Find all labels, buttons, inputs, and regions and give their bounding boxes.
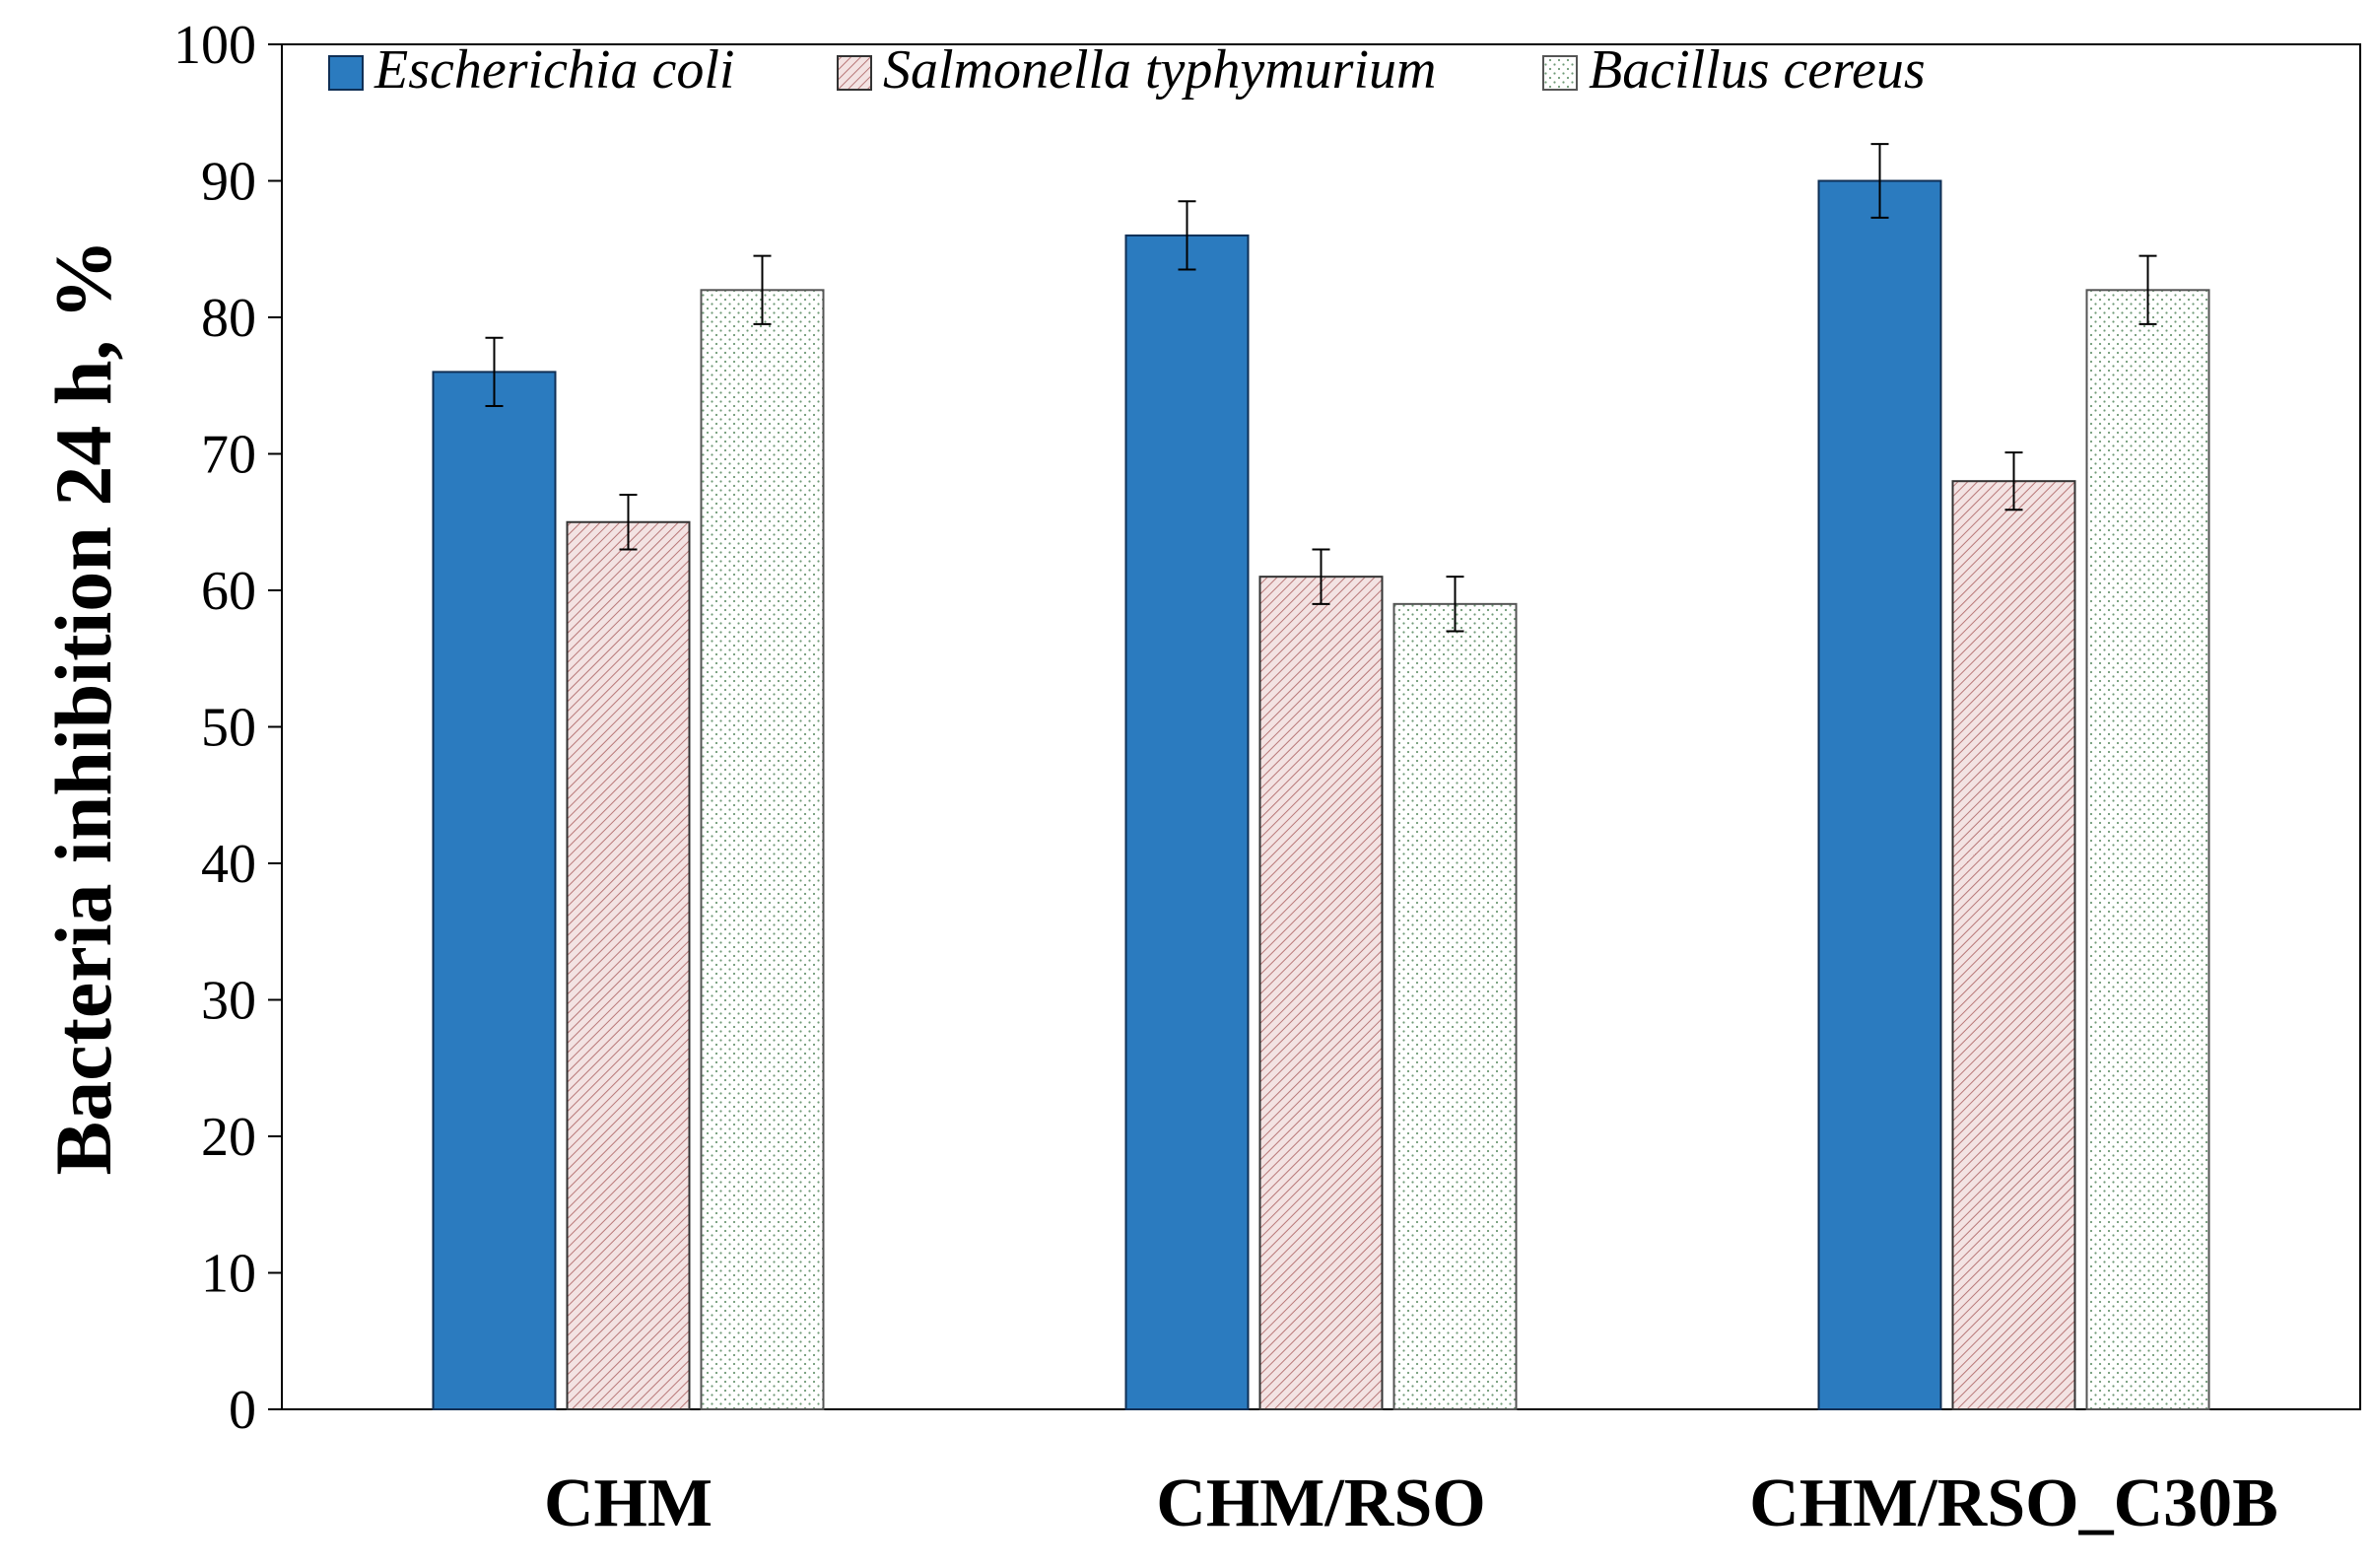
- legend-swatch-1: [328, 55, 364, 91]
- y-tick-label: 0: [229, 1380, 256, 1441]
- y-tick-label: 20: [201, 1107, 256, 1168]
- legend-label-2: Salmonella typhymurium: [883, 39, 1436, 101]
- bar-1-2: [1124, 234, 1250, 1410]
- y-axis-title: Bacteria inhibition 24 h, %: [38, 239, 128, 1176]
- bar-1-3: [1817, 179, 1942, 1410]
- bar-3-2: [1392, 602, 1518, 1410]
- legend-label-1: Escherichia coli: [373, 39, 734, 101]
- y-tick-label: 90: [201, 152, 256, 213]
- bar-2-2: [1258, 576, 1384, 1410]
- bar-2-1: [566, 520, 691, 1410]
- bar-3-3: [2085, 289, 2210, 1410]
- x-category-label: CHM/RSO_C30B: [1749, 1466, 2278, 1541]
- legend-swatch-3: [1542, 55, 1578, 91]
- legend-swatch-2: [837, 55, 872, 91]
- y-tick-label: 50: [201, 698, 256, 759]
- y-tick-label: 30: [201, 971, 256, 1032]
- bar-2-3: [1951, 480, 2076, 1410]
- y-tick-label: 40: [201, 834, 256, 895]
- y-tick-label: 100: [173, 15, 256, 76]
- bar-3-1: [700, 289, 825, 1410]
- legend-label-3: Bacillus cereus: [1589, 39, 1926, 101]
- x-category-label: CHM: [544, 1466, 712, 1541]
- y-tick-label: 70: [201, 425, 256, 486]
- x-category-label: CHM/RSO: [1156, 1466, 1485, 1541]
- bar-1-1: [432, 371, 557, 1410]
- y-tick-label: 80: [201, 288, 256, 349]
- y-tick-label: 10: [201, 1244, 256, 1305]
- y-tick-label: 60: [201, 561, 256, 622]
